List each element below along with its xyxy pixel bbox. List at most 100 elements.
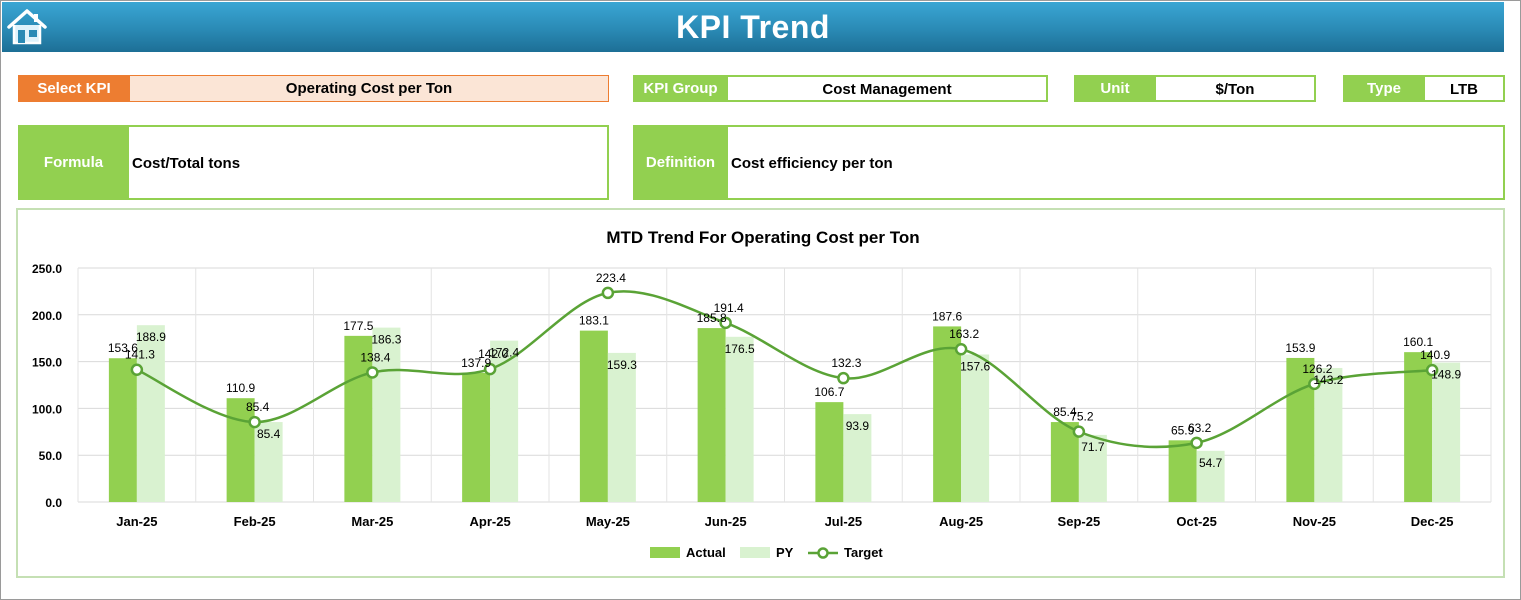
bar-actual [933,326,962,502]
grid-lines [77,267,1492,503]
y-tick-label: 200.0 [32,309,62,323]
data-label-target: 140.9 [1420,348,1450,362]
legend-swatch-actual [650,547,680,558]
bar-py [254,422,283,502]
bar-py [725,336,754,502]
select-kpi-label: Select KPI [18,75,130,102]
x-tick-label: Jan-25 [116,514,157,529]
x-tick-label: Nov-25 [1293,514,1336,529]
x-tick-label: Mar-25 [351,514,393,529]
bar-py [843,414,872,502]
legend-label-actual[interactable]: Actual [686,545,726,560]
data-label-target: 141.3 [125,348,155,362]
data-label-py: 188.9 [136,330,166,344]
bar-py [1314,367,1343,502]
bar-actual [226,398,255,502]
bar-py [961,354,990,502]
data-label-actual: 65.9 [1171,423,1195,437]
select-kpi-dropdown[interactable]: Operating Cost per Ton [130,75,609,102]
data-label-target: 138.4 [360,350,390,364]
legend-label-target[interactable]: Target [844,545,883,560]
data-label-py: 176.5 [725,342,755,356]
bar-py [1196,450,1225,502]
chart-legend[interactable]: Actual PY Target [650,545,883,560]
bar-py [136,325,165,502]
data-label-actual: 183.1 [579,314,609,328]
target-point [130,363,144,376]
x-tick-label: Oct-25 [1176,514,1216,529]
x-tick-label: Jul-25 [825,514,863,529]
data-label-actual: 187.6 [932,309,962,323]
kpi-group-value: Cost Management [728,75,1048,102]
data-label-actual: 106.7 [814,385,844,399]
kpi-group-label: KPI Group [633,75,728,102]
definition-value: Cost efficiency per ton [728,125,1505,200]
formula-value: Cost/Total tons [129,125,609,200]
data-label-py: 148.9 [1431,368,1461,382]
bar-actual [1404,352,1433,502]
bar-py [1432,362,1461,502]
x-tick-label: Dec-25 [1411,514,1454,529]
y-tick-label: 150.0 [32,356,62,370]
bars [108,325,1461,502]
data-label-actual: 185.8 [697,311,727,325]
data-label-actual: 85.4 [1053,405,1077,419]
data-label-actual: 177.5 [343,319,373,333]
x-tick-label: May-25 [586,514,630,529]
bar-py [607,352,636,502]
data-label-actual: 153.6 [108,341,138,355]
data-label-target: 191.4 [714,301,744,315]
target-point [601,286,615,300]
chart-title: MTD Trend For Operating Cost per Ton [606,228,919,247]
bar-actual [697,328,726,502]
target-point [366,366,379,379]
data-label-py: 159.3 [607,358,637,372]
y-tick-label: 250.0 [32,262,62,276]
type-value: LTB [1425,75,1505,102]
y-tick-label: 0.0 [45,496,62,510]
target-point [954,342,968,356]
data-label-actual: 110.9 [226,381,255,395]
y-tick-label: 100.0 [32,402,62,416]
target-point [1072,425,1086,438]
data-label-target: 63.2 [1188,421,1212,435]
bar-actual [462,372,491,502]
bar-actual [1168,440,1197,502]
data-label-target: 126.2 [1302,362,1332,376]
x-tick-label: Sep-25 [1058,514,1101,529]
data-label-py: 93.9 [846,419,870,433]
home-icon[interactable] [6,8,48,46]
data-label-target: 142.0 [478,347,508,361]
legend-swatch-target-marker [817,547,829,559]
data-label-target: 85.4 [246,400,270,414]
x-tick-label: Feb-25 [234,514,276,529]
data-label-target: 163.2 [949,327,979,341]
trend-chart: MTD Trend For Operating Cost per Ton 250… [32,228,1492,560]
target-point [1425,363,1439,377]
data-label-py: 85.4 [257,427,281,441]
formula-label: Formula [18,125,129,200]
x-tick-label: Apr-25 [470,514,511,529]
target-point [1190,436,1203,450]
data-label-target: 75.2 [1070,410,1094,424]
bar-actual [108,358,137,502]
data-label-py: 71.7 [1081,440,1105,454]
target-point [837,371,850,385]
type-label: Type [1343,75,1425,102]
legend-label-py[interactable]: PY [776,545,794,560]
data-label-target: 132.3 [831,356,861,370]
target-point [1308,377,1321,391]
target-line-layer [130,286,1439,450]
data-label-target: 223.4 [596,271,626,285]
bar-actual [579,330,608,502]
data-label-py: 54.7 [1199,456,1223,470]
chart-panel: MTD Trend For Operating Cost per Ton 250… [16,208,1505,578]
target-point [248,415,261,429]
data-label-actual: 153.9 [1285,341,1315,355]
data-label-actual: 160.1 [1403,335,1433,349]
data-label-py: 186.3 [371,333,401,347]
bar-actual [815,402,844,502]
definition-label: Definition [633,125,728,200]
bar-actual [344,335,373,502]
